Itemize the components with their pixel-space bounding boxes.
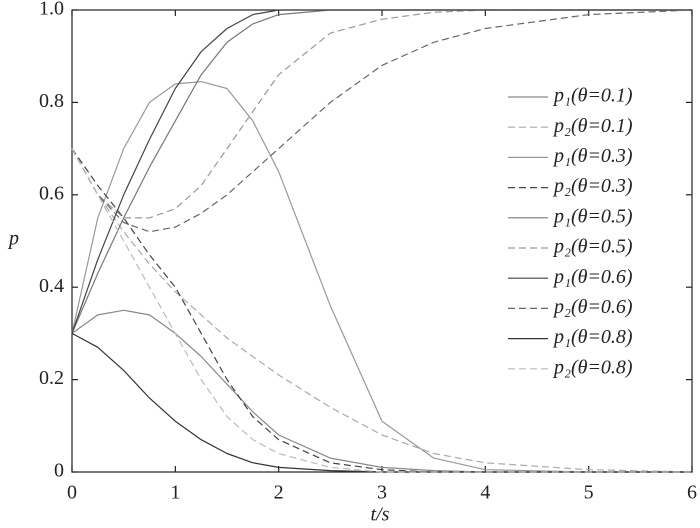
x-tick-label: 3 (377, 482, 387, 504)
legend-label: p₂(θ=0.6) (552, 296, 633, 318)
legend-swatch (508, 240, 548, 256)
x-tick-label: 5 (584, 482, 594, 504)
series-line (71, 80, 692, 473)
legend-label: p₂(θ=0.3) (552, 175, 633, 197)
y-tick-label: 0.8 (39, 90, 64, 112)
series-line (71, 9, 692, 334)
x-tick-label: 0 (67, 482, 77, 504)
x-tick-label: 6 (687, 482, 697, 504)
y-tick-label: 0.4 (39, 275, 64, 297)
y-tick-label: 0.6 (39, 182, 64, 204)
legend-swatch (508, 179, 548, 196)
legend-label: p₁(θ=0.5) (552, 205, 633, 227)
legend-label: p₂(θ=0.8) (552, 356, 633, 378)
legend-label: p₁(θ=0.1) (552, 85, 633, 107)
legend-label: p₁(θ=0.3) (552, 145, 633, 167)
x-tick-label: 4 (480, 482, 490, 504)
legend-label: p₁(θ=0.6) (552, 266, 633, 288)
y-tick-label: 0 (54, 460, 64, 482)
series-line (71, 9, 692, 219)
legend-label: p₁(θ=0.8) (552, 326, 633, 348)
series-line (71, 9, 693, 233)
y-axis-label: p (7, 228, 19, 250)
x-axis-label: t/s (371, 504, 390, 526)
legend-label: p₂(θ=0.5) (552, 236, 633, 258)
series-line (71, 148, 692, 473)
series-line (71, 332, 692, 473)
series-line (71, 148, 693, 473)
legend-swatch (508, 300, 548, 317)
x-tick-label: 2 (274, 482, 284, 504)
y-tick-label: 0.2 (39, 367, 64, 389)
legend-swatch (508, 360, 548, 377)
legend-swatch (508, 119, 548, 136)
legend-label: p₂(θ=0.1) (552, 115, 633, 137)
x-tick-label: 1 (170, 482, 180, 504)
y-tick-label: 1.0 (39, 0, 64, 20)
